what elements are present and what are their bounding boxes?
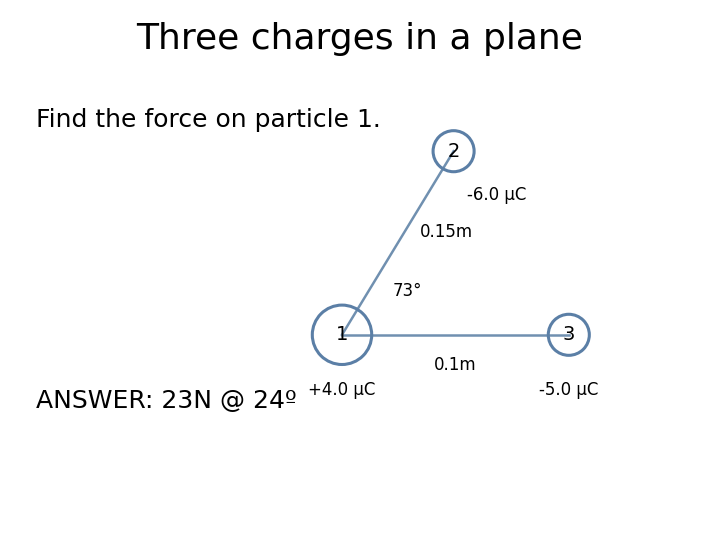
Text: 3: 3 <box>562 325 575 345</box>
Text: 0.1m: 0.1m <box>434 356 477 374</box>
Text: ANSWER: 23N @ 24º: ANSWER: 23N @ 24º <box>36 389 297 413</box>
Text: 0.15m: 0.15m <box>419 223 472 241</box>
Text: -5.0 μC: -5.0 μC <box>539 381 598 399</box>
Text: 1: 1 <box>336 325 348 345</box>
Text: Three charges in a plane: Three charges in a plane <box>137 22 583 56</box>
Text: -6.0 μC: -6.0 μC <box>467 186 526 204</box>
Text: +4.0 μC: +4.0 μC <box>308 381 376 399</box>
Text: 73°: 73° <box>392 282 422 300</box>
Text: Find the force on particle 1.: Find the force on particle 1. <box>36 108 381 132</box>
Text: 2: 2 <box>447 141 460 161</box>
